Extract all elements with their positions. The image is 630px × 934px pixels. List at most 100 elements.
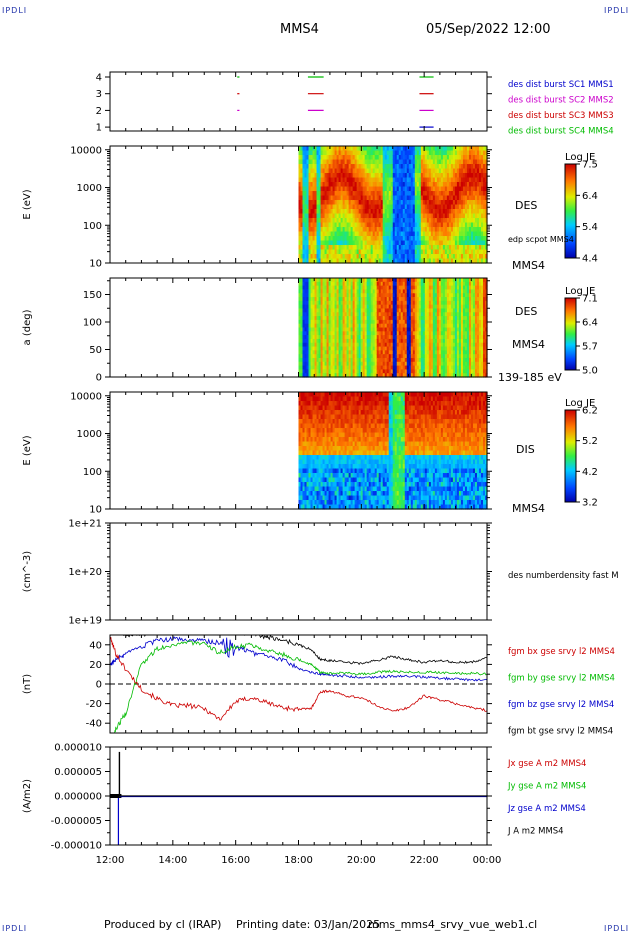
- heatmap-cell: [356, 312, 360, 317]
- heatmap-cell: [368, 227, 372, 233]
- heatmap-cell: [340, 285, 344, 291]
- heatmap-cell: [340, 357, 344, 363]
- heatmap-cell: [444, 289, 448, 294]
- heatmap-cell: [390, 350, 394, 355]
- heatmap-cell: [348, 300, 352, 306]
- heatmap-cell: [306, 249, 310, 255]
- heatmap-cell: [400, 236, 404, 242]
- heatmap-cell: [344, 155, 348, 161]
- heatmap-cell: [382, 365, 386, 370]
- heatmap-cell: [382, 369, 386, 374]
- heatmap-cell: [402, 304, 406, 310]
- heatmap-cell: [456, 249, 460, 255]
- heatmap-cell: [470, 316, 474, 321]
- heatmap-cell: [412, 308, 416, 313]
- heatmap-cell: [338, 182, 342, 188]
- heatmap-cell: [372, 258, 376, 264]
- heatmap-cell: [472, 361, 476, 367]
- heatmap-cell: [470, 354, 474, 359]
- heatmap-cell: [384, 338, 388, 344]
- heatmap-cell: [336, 285, 340, 291]
- heatmap-cell: [458, 213, 462, 219]
- heatmap-cell: [344, 245, 348, 251]
- heatmap-cell: [336, 350, 340, 355]
- heatmap-cell: [316, 281, 320, 287]
- heatmap-cell: [298, 446, 302, 452]
- heatmap-cell: [408, 231, 412, 237]
- heatmap-cell: [454, 319, 458, 325]
- heatmap-cell: [308, 289, 312, 294]
- heatmap-cell: [318, 346, 322, 351]
- heatmap-cell: [476, 308, 480, 313]
- heatmap-cell: [356, 335, 360, 340]
- heatmap-cell: [480, 278, 484, 283]
- heatmap-cell: [472, 227, 476, 233]
- heatmap-cell: [312, 327, 316, 332]
- heatmap-cell: [374, 150, 378, 156]
- heatmap-cell: [318, 240, 322, 246]
- heatmap-cell: [330, 150, 334, 156]
- heatmap-cell: [454, 338, 458, 344]
- heatmap-cell: [416, 159, 420, 165]
- heatmap-cell: [356, 150, 360, 156]
- heatmap-cell: [474, 245, 478, 251]
- heatmap-cell: [374, 323, 378, 329]
- heatmap-cell: [336, 146, 340, 152]
- heatmap-cell: [324, 354, 328, 359]
- heatmap-cell: [480, 365, 484, 370]
- heatmap-cell: [322, 218, 326, 224]
- heatmap-cell: [370, 346, 374, 351]
- heatmap-cell: [442, 361, 446, 367]
- heatmap-cell: [300, 177, 304, 183]
- footer-filename: mms_mms4_srvy_vue_web1.cl: [368, 918, 538, 931]
- heatmap-cell: [454, 195, 458, 201]
- heatmap-cell: [364, 304, 368, 310]
- heatmap-cell: [358, 204, 362, 210]
- heatmap-cell: [320, 365, 324, 370]
- heatmap-cell: [416, 236, 420, 242]
- heatmap-cell: [444, 164, 448, 170]
- heatmap-cell: [474, 338, 478, 344]
- heatmap-cell: [314, 300, 318, 306]
- heatmap-cell: [312, 338, 316, 344]
- heatmap-cell: [426, 222, 430, 228]
- heatmap-cell: [420, 191, 424, 197]
- heatmap-cell: [454, 164, 458, 170]
- heatmap-cell: [432, 191, 436, 197]
- heatmap-cell: [450, 304, 454, 310]
- heatmap-cell: [446, 191, 450, 197]
- heatmap-cell: [360, 186, 364, 192]
- heatmap-cell: [362, 159, 366, 165]
- heatmap-cell: [374, 222, 378, 228]
- heatmap-cell: [466, 342, 470, 348]
- heatmap-cell: [480, 159, 484, 165]
- heatmap-cell: [364, 177, 368, 183]
- heatmap-cell: [436, 297, 440, 302]
- heatmap-cell: [348, 236, 352, 242]
- heatmap-cell: [340, 338, 344, 344]
- heatmap-cell: [452, 168, 456, 174]
- heatmap-cell: [472, 289, 476, 294]
- heatmap-cell: [398, 304, 402, 310]
- heatmap-cell: [446, 319, 450, 325]
- heatmap-cell: [402, 204, 406, 210]
- heatmap-cell: [316, 150, 320, 156]
- heatmap-cell: [366, 293, 370, 298]
- heatmap-cell: [354, 365, 358, 370]
- heatmap-cell: [358, 293, 362, 298]
- heatmap-cell: [336, 289, 340, 294]
- heatmap-cell: [312, 297, 316, 302]
- heatmap-cell: [334, 350, 338, 355]
- heatmap-cell: [480, 254, 484, 260]
- heatmap-cell: [380, 331, 384, 336]
- heatmap-cell: [352, 204, 356, 210]
- heatmap-cell: [368, 289, 372, 294]
- heatmap-cell: [308, 155, 312, 161]
- heatmap-cell: [410, 168, 414, 174]
- heatmap-cell: [408, 200, 412, 206]
- heatmap-cell: [316, 327, 320, 332]
- heatmap-cell: [450, 316, 454, 321]
- heatmap-cell: [374, 191, 378, 197]
- heatmap-cell: [342, 258, 346, 264]
- heatmap-cell: [378, 316, 382, 321]
